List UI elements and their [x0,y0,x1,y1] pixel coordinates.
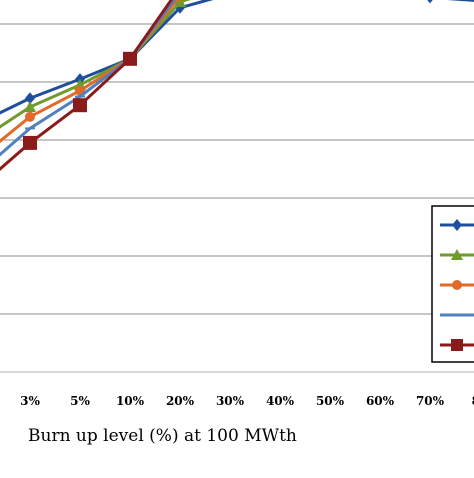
x-axis-title: Burn up level (%) at 100 MWth [28,426,297,446]
x-tick-label: 20% [166,394,195,408]
data-point [452,219,462,231]
data-point [451,249,463,260]
data-point [73,98,87,113]
series [0,0,191,129]
series [0,0,474,115]
series [0,0,174,171]
data-point [176,0,184,2]
x-tick-label: 5% [70,394,90,408]
series-line [0,0,179,144]
x-tick-label: 30% [216,394,245,408]
x-tick-labels: 3% 5% 10% 20% 30% 40% 50% 60% 70% 80 [20,394,474,408]
x-tick-label: 80 [472,394,474,408]
series-line [0,0,191,129]
legend-entry [440,219,474,231]
data-point [25,111,35,122]
data-point [24,100,36,112]
data-point [25,92,35,105]
x-tick-label: 70% [416,394,445,408]
x-tick-label: 50% [316,394,345,408]
legend-entry [440,339,474,351]
data-point [23,135,37,150]
x-tick-label: 10% [116,394,145,408]
gridlines [0,23,474,315]
data-point [123,51,137,66]
data-point [452,280,462,290]
x-tick-label: 3% [20,394,40,408]
series-line [0,0,174,171]
series-line [0,0,474,115]
series-line [0,0,176,157]
data-point [427,0,433,4]
x-tick-label: 40% [266,394,295,408]
legend-entry [440,280,474,290]
series-layer [0,0,474,171]
series [0,0,176,157]
x-tick-label: 60% [366,394,395,408]
legend [431,205,474,363]
legend-entry [440,249,474,260]
data-point [451,339,463,351]
